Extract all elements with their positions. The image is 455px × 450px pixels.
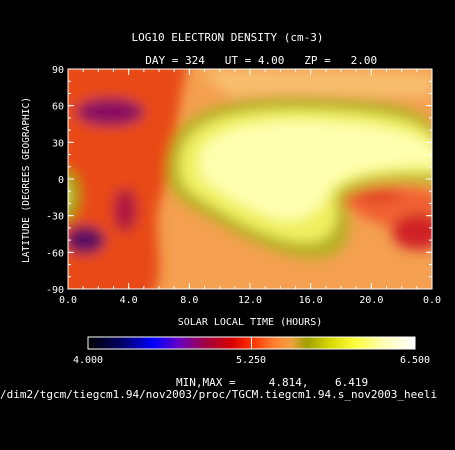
x-tick-label: 8.0	[180, 295, 198, 306]
ut-label: UT =	[224, 54, 252, 67]
y-tick-label: 30	[52, 138, 64, 149]
max-value: 6.419	[334, 376, 369, 389]
colorbar-mid-label: 5.250	[236, 355, 266, 366]
colorbar-min-label: 4.000	[73, 355, 103, 366]
x-tick-labels: 0.0 4.0 8.0 12.0 16.0 20.0 0.0	[59, 295, 441, 306]
heatmap-field	[68, 69, 432, 289]
day-label: DAY =	[145, 54, 179, 67]
colorbar-max-label: 6.500	[400, 355, 430, 366]
y-tick-label: -90	[46, 285, 64, 296]
y-tick-label: -30	[46, 212, 64, 223]
min-value: 4.814,	[268, 376, 309, 389]
y-axis-label: LATITUDE (DEGREES GEOGRAPHIC)	[21, 97, 32, 263]
y-tick-labels: 90 60 30 0 -30 -60 -90	[46, 65, 64, 296]
ut-value: 4.00	[257, 54, 285, 67]
x-tick-label: 20.0	[359, 295, 383, 306]
zp-label: ZP =	[304, 54, 331, 67]
chart-subtitle: DAY = 324 UT = 4.00 ZP = 2.00	[132, 43, 377, 67]
x-axis-label: SOLAR LOCAL TIME (HOURS)	[178, 317, 323, 328]
x-tick-label: 0.0	[59, 295, 77, 306]
y-tick-label: 0	[58, 175, 64, 186]
x-tick-label: 4.0	[120, 295, 138, 306]
source-path: /dim2/tgcm/tiegcm1.94/nov2003/proc/TGCM.…	[0, 389, 438, 401]
axis-ticks	[67, 68, 433, 290]
zp-value: 2.00	[350, 54, 378, 67]
x-tick-label: 12.0	[238, 295, 262, 306]
day-value: 324	[185, 54, 205, 67]
y-tick-label: -60	[46, 248, 64, 259]
minmax-label: MIN,MAX =	[176, 376, 236, 389]
x-tick-label: 16.0	[299, 295, 323, 306]
y-tick-label: 90	[52, 65, 64, 76]
x-tick-label: 0.0	[423, 295, 441, 306]
y-tick-label: 60	[52, 102, 64, 113]
chart-title: LOG10 ELECTRON DENSITY (cm-3)	[131, 31, 324, 44]
minmax-line: MIN,MAX = 4.814, 6.419	[176, 377, 368, 389]
